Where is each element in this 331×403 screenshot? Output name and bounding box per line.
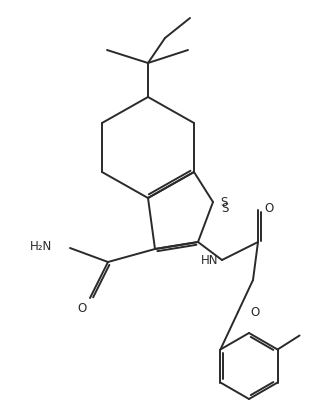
Text: HN: HN — [201, 253, 218, 266]
Text: S: S — [221, 202, 229, 216]
Text: O: O — [264, 202, 273, 214]
Text: H₂N: H₂N — [30, 241, 52, 253]
Text: S: S — [220, 195, 227, 208]
Text: O: O — [77, 301, 87, 314]
Text: O: O — [250, 307, 259, 320]
